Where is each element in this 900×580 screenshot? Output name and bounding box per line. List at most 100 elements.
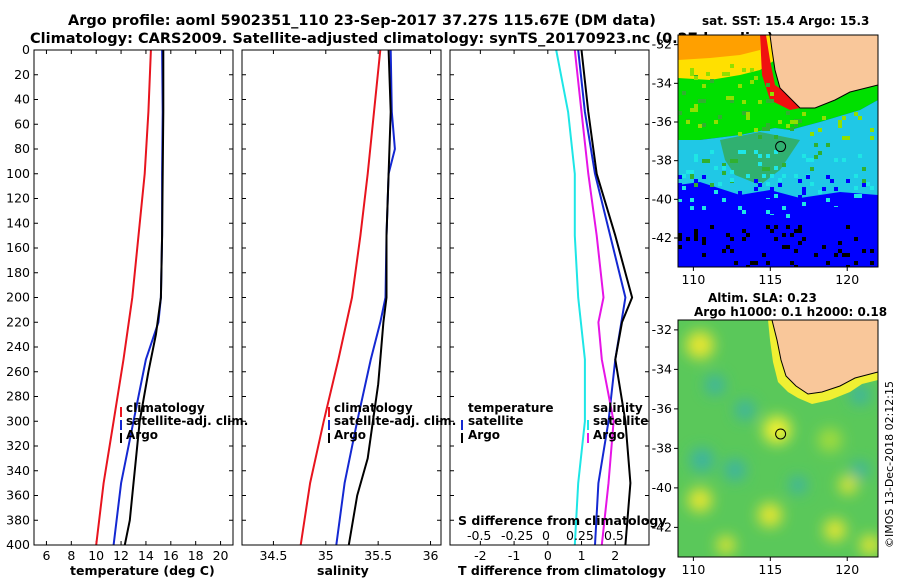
map-y-tick-label: -32 bbox=[652, 37, 672, 52]
imos-credit: ©IMOS 13-Dec-2018 02:12:15 bbox=[883, 381, 896, 548]
legend-label-climatology: climatology bbox=[126, 401, 205, 415]
x-tick-label: 8 bbox=[67, 548, 75, 563]
salinity-xlabel: salinity bbox=[317, 563, 369, 578]
y-tick-label: 260 bbox=[6, 364, 30, 379]
y-tick-label: 140 bbox=[6, 215, 30, 230]
legend-title-salinity: salinity bbox=[593, 401, 643, 415]
map-y-tick-label: -34 bbox=[652, 361, 672, 376]
y-tick-label: 360 bbox=[6, 488, 30, 503]
title-line-1: Argo profile: aoml 5902351_110 23-Sep-20… bbox=[68, 13, 656, 29]
map-x-tick-label: 110 bbox=[681, 562, 705, 577]
x-tick-label: 2 bbox=[611, 548, 619, 563]
y-tick-label: 60 bbox=[14, 116, 30, 131]
t-difference-label: T difference from climatology bbox=[458, 563, 666, 578]
y-tick-label: 100 bbox=[6, 166, 30, 181]
x-tick-label: 0 bbox=[544, 548, 552, 563]
sst-argo-marker bbox=[775, 141, 787, 153]
salinity-ticks: 34.5 35 35.5 36 bbox=[242, 49, 441, 563]
temperature-panel: 0 20 40 60 80 100 120 140 160 180 200 220 240 260 280 3… bbox=[6, 42, 248, 578]
legend-label-t-argo: Argo bbox=[468, 428, 500, 442]
s-tick-label: -0.25 bbox=[501, 528, 533, 543]
y-tick-label: 160 bbox=[6, 240, 30, 255]
x-tick-label: 14 bbox=[138, 548, 154, 563]
map-x-tick-label: 115 bbox=[758, 562, 782, 577]
legend-label-s-satellite: satellite bbox=[593, 414, 648, 428]
sst-orange-band bbox=[678, 35, 760, 60]
sla-land bbox=[771, 320, 878, 395]
y-tick-label: 240 bbox=[6, 339, 30, 354]
difference-ticks: -2 -1 0 1 2 bbox=[450, 49, 649, 563]
y-tick-label: 20 bbox=[14, 67, 30, 82]
map-y-tick-label: -38 bbox=[652, 440, 672, 455]
legend-label-t-satellite: satellite bbox=[468, 414, 523, 428]
s-tick-label: 0.25 bbox=[566, 528, 594, 543]
y-tick-label: 400 bbox=[6, 537, 30, 552]
map-x-tick-label: 115 bbox=[758, 272, 782, 287]
s-tick-label: 0 bbox=[542, 528, 550, 543]
y-tick-label: 120 bbox=[6, 191, 30, 206]
salinity-legend: climatology satellite-adj. clim. Argo bbox=[328, 401, 456, 443]
legend-label-s-argo: Argo bbox=[593, 428, 625, 442]
s-tick-label: -0.5 bbox=[467, 528, 491, 543]
series-line-t-satellite bbox=[577, 50, 627, 545]
legend-label-satellite: satellite-adj. clim. bbox=[334, 414, 456, 428]
sst-map-panel: sat. SST: 15.4 Argo: 15.3 -32 -34 -36 -38 -4… bbox=[652, 14, 879, 287]
sla-argo-marker bbox=[775, 428, 787, 440]
x-tick-label: 10 bbox=[88, 548, 104, 563]
map-y-tick-label: -42 bbox=[652, 230, 672, 245]
x-tick-label: 18 bbox=[188, 548, 204, 563]
x-tick-label: 16 bbox=[163, 548, 179, 563]
y-tick-label: 280 bbox=[6, 389, 30, 404]
temperature-series bbox=[95, 50, 165, 545]
y-tick-label: 40 bbox=[14, 92, 30, 107]
x-tick-label: 36 bbox=[423, 548, 439, 563]
x-tick-label: 35.5 bbox=[364, 548, 392, 563]
s-tick-label: 0.5 bbox=[604, 528, 624, 543]
y-tick-label: 380 bbox=[6, 512, 30, 527]
salinity-series bbox=[299, 50, 396, 545]
sst-red-band bbox=[700, 35, 800, 110]
map-y-tick-label: -42 bbox=[652, 519, 672, 534]
sst-land bbox=[769, 35, 878, 109]
series-line-argo bbox=[123, 50, 165, 545]
map-y-tick-label: -38 bbox=[652, 153, 672, 168]
map-y-tick-label: -34 bbox=[652, 75, 672, 90]
legend-label-climatology: climatology bbox=[334, 401, 413, 415]
legend-label-argo: Argo bbox=[126, 428, 158, 442]
temperature-legend: climatology satellite-adj. clim. Argo bbox=[120, 401, 248, 443]
salinity-panel: 34.5 35 35.5 36 salinity climatology satell… bbox=[241, 49, 456, 578]
series-line-climatology bbox=[95, 50, 152, 545]
sla-blobs bbox=[686, 331, 878, 555]
map-y-tick-label: -40 bbox=[652, 480, 672, 495]
map-x-tick-label: 120 bbox=[835, 272, 859, 287]
x-tick-label: 1 bbox=[578, 548, 586, 563]
legend-title-temperature: temperature bbox=[468, 401, 553, 415]
series-line-satellite-adj-clim- bbox=[112, 50, 164, 545]
map-y-tick-label: -36 bbox=[652, 114, 672, 129]
map-y-tick-label: -36 bbox=[652, 401, 672, 416]
x-tick-label: -2 bbox=[474, 548, 486, 563]
map-y-tick-label: -40 bbox=[652, 191, 672, 206]
legend-label-satellite: satellite-adj. clim. bbox=[126, 414, 248, 428]
x-tick-label: -1 bbox=[508, 548, 520, 563]
sst-specks bbox=[678, 64, 874, 267]
x-tick-label: 20 bbox=[213, 548, 229, 563]
temperature-plot-frame bbox=[33, 49, 234, 546]
sst-map-title: sat. SST: 15.4 Argo: 15.3 bbox=[702, 14, 869, 28]
series-line-t-argo bbox=[580, 50, 634, 545]
sst-map-field bbox=[678, 35, 878, 267]
sla-map-panel: Altim. SLA: 0.23 Argo h1000: 0.1 h2000: … bbox=[652, 291, 888, 577]
title-line-2: Climatology: CARS2009. Satellite-adjuste… bbox=[30, 31, 774, 47]
difference-plot-frame bbox=[449, 49, 650, 546]
temperature-xlabel: temperature (deg C) bbox=[70, 563, 215, 578]
y-tick-label: 200 bbox=[6, 290, 30, 305]
sst-mixed-patch bbox=[720, 132, 800, 185]
s-difference-label: S difference from climatology bbox=[458, 513, 667, 528]
y-tick-label: 180 bbox=[6, 265, 30, 280]
map-y-tick-label: -32 bbox=[652, 322, 672, 337]
sst-map-ticks: -32 -34 -36 -38 -40 -42 110 115 120 bbox=[652, 37, 860, 287]
y-tick-label: 80 bbox=[14, 141, 30, 156]
map-x-tick-label: 110 bbox=[681, 272, 705, 287]
x-tick-label: 12 bbox=[113, 548, 129, 563]
sla-map-ticks: -32 -34 -36 -38 -40 -42 110 115 120 bbox=[652, 322, 860, 577]
